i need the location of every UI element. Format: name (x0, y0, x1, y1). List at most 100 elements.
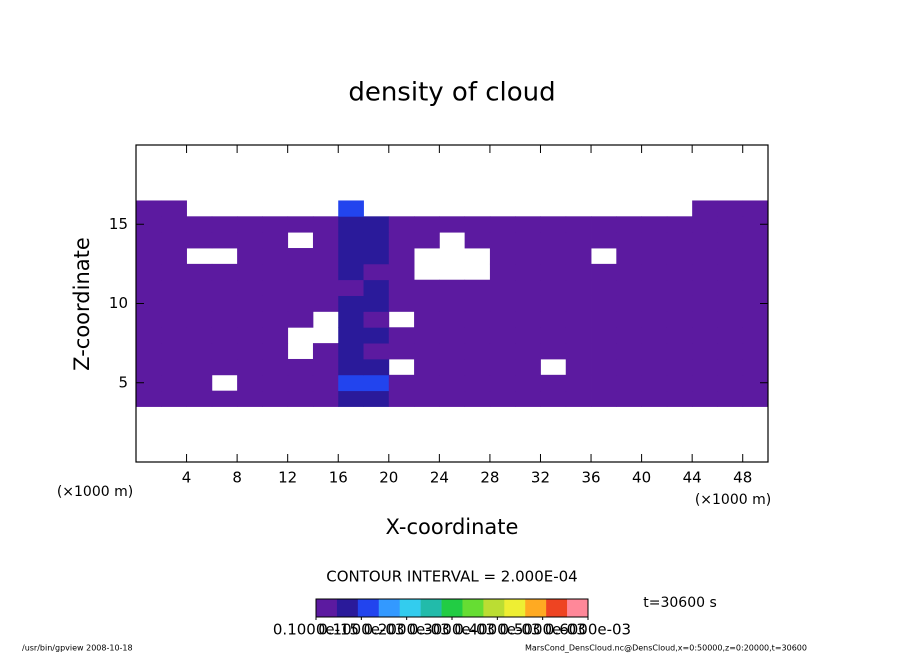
cell (237, 390, 263, 407)
cell (136, 390, 162, 407)
cell (186, 279, 213, 296)
x-tick-label: 28 (480, 469, 499, 487)
cell (237, 374, 263, 392)
cell (363, 263, 390, 281)
cell (186, 327, 213, 344)
cell (641, 216, 668, 233)
cell (717, 232, 744, 249)
cell (388, 248, 415, 265)
y-tick-label: 5 (118, 373, 128, 391)
cell (161, 327, 187, 344)
cell (565, 327, 592, 344)
cell (414, 343, 440, 360)
cell (312, 216, 339, 233)
cell (363, 343, 390, 360)
x-tick-label: 24 (430, 469, 449, 487)
cell (312, 295, 339, 312)
cell (717, 279, 744, 296)
cell (515, 248, 541, 265)
cell (742, 343, 769, 360)
y-tick-label: 10 (109, 294, 128, 312)
cell (717, 374, 744, 392)
cell (565, 295, 592, 312)
cell (211, 295, 238, 312)
cell (666, 216, 693, 233)
cell (136, 374, 162, 392)
cell (136, 232, 162, 249)
x-tick-label: 12 (278, 469, 297, 487)
x-axis-label: X-coordinate (386, 515, 519, 539)
cell (489, 248, 516, 265)
x-tick-label: 44 (683, 469, 702, 487)
cell (363, 248, 390, 265)
colorbar-swatch (504, 599, 526, 617)
cell (363, 232, 390, 249)
cell (616, 216, 642, 233)
cell (439, 358, 466, 376)
x-tick-label: 20 (379, 469, 398, 487)
cell (616, 263, 642, 281)
cell (515, 374, 541, 392)
cell (186, 216, 213, 233)
cell (186, 343, 213, 360)
cell (641, 248, 668, 265)
cell (439, 327, 466, 344)
cell (616, 311, 642, 328)
cell (565, 343, 592, 360)
cell (489, 358, 516, 376)
cell (312, 248, 339, 265)
cell (439, 279, 466, 296)
cell (287, 295, 314, 312)
cell (641, 279, 668, 296)
colorbar-swatch (462, 599, 484, 617)
cell (515, 343, 541, 360)
cell (489, 390, 516, 407)
cell (464, 279, 491, 296)
cell (515, 232, 541, 249)
cell (692, 279, 718, 296)
cell (464, 358, 491, 376)
cell (439, 311, 466, 328)
cell (161, 279, 187, 296)
cell (565, 374, 592, 392)
cell (287, 311, 314, 328)
cell (641, 390, 668, 407)
cell (489, 279, 516, 296)
cell (136, 295, 162, 312)
cell (591, 263, 617, 281)
cell (439, 295, 466, 312)
cell (692, 200, 718, 217)
cell (464, 374, 491, 392)
cell (338, 327, 364, 344)
cell (540, 311, 567, 328)
cell (692, 358, 718, 376)
cell (717, 295, 744, 312)
cell (262, 263, 289, 281)
cell (262, 311, 289, 328)
cell (666, 311, 693, 328)
cell (591, 327, 617, 344)
cell (616, 248, 642, 265)
cell (540, 248, 567, 265)
cell (363, 390, 390, 407)
cell (388, 295, 415, 312)
cell (312, 232, 339, 249)
cell (363, 279, 390, 296)
cell (161, 232, 187, 249)
cell (338, 200, 364, 217)
cell (565, 248, 592, 265)
cell (338, 279, 364, 296)
cell (666, 358, 693, 376)
cell (742, 248, 769, 265)
cell (464, 343, 491, 360)
cell (641, 343, 668, 360)
cell (439, 390, 466, 407)
cell (540, 295, 567, 312)
cell (565, 311, 592, 328)
colorbar-swatch (483, 599, 505, 617)
cell (540, 374, 567, 392)
cell (136, 248, 162, 265)
cell (742, 311, 769, 328)
colorbar-tick-label: 0.2000e-03 (364, 621, 450, 639)
